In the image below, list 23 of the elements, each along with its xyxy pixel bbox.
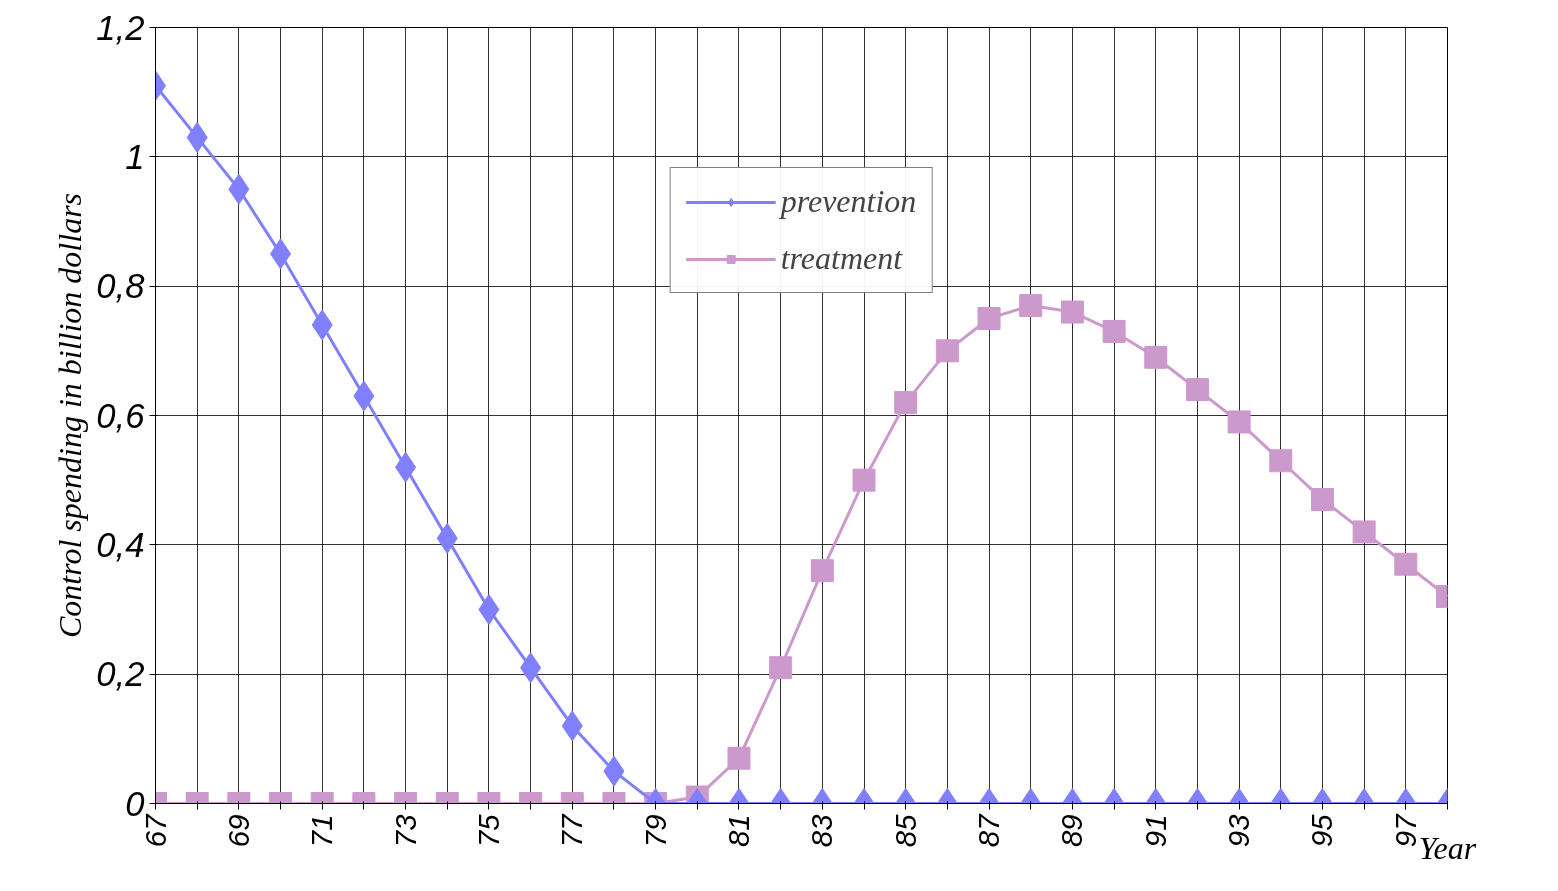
x-tick-label: 81 bbox=[721, 814, 755, 848]
y-tick-label: 0,2 bbox=[96, 655, 145, 694]
x-tick-label: 79 bbox=[638, 814, 672, 848]
legend-label: prevention bbox=[780, 183, 917, 220]
legend-label: treatment bbox=[780, 240, 903, 277]
y-tick-label: 1,2 bbox=[96, 8, 145, 47]
y-tick-label: 0,6 bbox=[96, 396, 146, 435]
x-tick-label: 93 bbox=[1222, 813, 1256, 848]
x-tick-label: 69 bbox=[221, 814, 255, 848]
x-tick-label: 71 bbox=[305, 814, 339, 848]
x-tick-label: 89 bbox=[1055, 814, 1089, 848]
x-tick-label: 87 bbox=[972, 812, 1006, 848]
y-tick-label: 1 bbox=[125, 137, 145, 176]
x-tick-label: 95 bbox=[1305, 813, 1339, 848]
y-tick-label: 0,8 bbox=[96, 267, 146, 306]
x-tick-label: 91 bbox=[1138, 814, 1172, 848]
x-tick-label: 73 bbox=[388, 813, 422, 848]
x-tick-label: 83 bbox=[805, 813, 839, 848]
y-tick-label: 0,4 bbox=[96, 525, 145, 564]
x-tick-label: 85 bbox=[888, 813, 922, 848]
x-tick-label: 75 bbox=[471, 813, 505, 848]
y-axis-title: Control spending in billion dollars bbox=[52, 192, 89, 639]
x-tick-label: 77 bbox=[555, 812, 589, 848]
